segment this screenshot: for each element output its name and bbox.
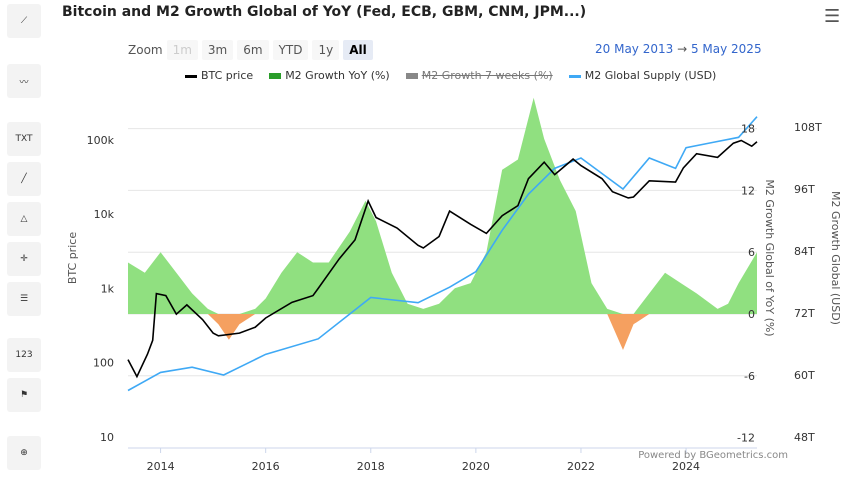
range-arrow: → bbox=[677, 42, 688, 56]
y-right-usd-tick-label: 72T bbox=[794, 307, 815, 320]
y-left-tick-label: 10k bbox=[94, 208, 115, 221]
y-right-usd-tick-label: 96T bbox=[794, 183, 815, 196]
range-from[interactable]: 20 May 2013 bbox=[595, 42, 674, 56]
y-right-usd-tick-label: 60T bbox=[794, 369, 815, 382]
zoom-1y-button[interactable]: 1y bbox=[312, 40, 340, 60]
y-right-usd-tick-label: 48T bbox=[794, 431, 815, 444]
zoom-selector: Zoom 1m 3m 6m YTD 1y All bbox=[128, 40, 373, 60]
y-left-tick-label: 100 bbox=[93, 357, 114, 370]
zoom-icon[interactable]: ⊕ bbox=[7, 436, 41, 470]
x-tick-label: 2016 bbox=[252, 460, 280, 473]
y-left-tick-label: 100k bbox=[87, 134, 115, 147]
y-right-pct-tick-label: 18 bbox=[741, 123, 755, 136]
y-right-usd-axis-title: M2 Growth Global (USD) bbox=[829, 191, 842, 325]
zoom-label: Zoom bbox=[128, 43, 163, 57]
text-annotation-icon[interactable]: TXT bbox=[7, 122, 41, 156]
x-tick-label: 2018 bbox=[357, 460, 385, 473]
fibonacci-icon[interactable]: △ bbox=[7, 202, 41, 236]
hamburger-menu-icon[interactable]: ☰ bbox=[824, 6, 841, 27]
m2-yoy-negative-area bbox=[128, 314, 757, 351]
legend-m2-yoy[interactable]: M2 Growth YoY (%) bbox=[269, 69, 390, 82]
legend-m2-7w[interactable]: M2 Growth 7 weeks (%) bbox=[405, 69, 553, 82]
y-left-axis-title: BTC price bbox=[66, 232, 79, 284]
y-right-pct-tick-label: -6 bbox=[744, 370, 755, 383]
y-right-pct-tick-label: -12 bbox=[737, 432, 755, 445]
zoom-3m-button[interactable]: 3m bbox=[201, 40, 234, 60]
y-right-pct-tick-label: 6 bbox=[748, 246, 755, 259]
zoom-ytd-button[interactable]: YTD bbox=[272, 40, 309, 60]
chart-title: Bitcoin and M2 Growth Global of YoY (Fed… bbox=[62, 4, 587, 20]
measure-icon[interactable]: ☰ bbox=[7, 282, 41, 316]
x-tick-label: 2014 bbox=[147, 460, 175, 473]
line-draw-icon[interactable]: ╱ bbox=[7, 162, 41, 196]
crosshair-icon[interactable]: ✛ bbox=[7, 242, 41, 276]
x-tick-label: 2024 bbox=[672, 460, 700, 473]
credit-link: Powered by BGeometrics.com bbox=[638, 450, 788, 461]
label-icon[interactable]: 123 bbox=[7, 338, 41, 372]
legend-m2-supply[interactable]: M2 Global Supply (USD) bbox=[568, 69, 716, 82]
m2-yoy-positive-area bbox=[128, 97, 757, 314]
zoom-6m-button[interactable]: 6m bbox=[237, 40, 269, 60]
flag-icon[interactable]: ⚑ bbox=[7, 378, 41, 412]
y-right-usd-tick-label: 84T bbox=[794, 245, 815, 258]
range-to[interactable]: 5 May 2025 bbox=[690, 42, 762, 56]
btc-price-line bbox=[127, 139, 758, 379]
line-chart-icon[interactable]: 〰 bbox=[7, 64, 41, 98]
indicator-icon[interactable]: ⟋ bbox=[7, 4, 41, 38]
legend-btc[interactable]: BTC price bbox=[185, 69, 253, 82]
legend: BTC price M2 Growth YoY (%) M2 Growth 7 … bbox=[185, 69, 716, 82]
y-right-usd-tick-label: 108T bbox=[794, 121, 822, 134]
date-range: 20 May 2013 → 5 May 2025 bbox=[595, 42, 762, 56]
zoom-1m-button[interactable]: 1m bbox=[166, 40, 198, 60]
y-left-tick-label: 1k bbox=[101, 282, 115, 295]
y-left-tick-label: 10 bbox=[100, 431, 114, 444]
y-right-pct-tick-label: 0 bbox=[748, 308, 755, 321]
m2-supply-line bbox=[127, 116, 758, 392]
zoom-all-button[interactable]: All bbox=[343, 40, 373, 60]
x-tick-label: 2022 bbox=[567, 460, 595, 473]
x-tick-label: 2020 bbox=[462, 460, 490, 473]
y-right-pct-tick-label: 12 bbox=[741, 184, 755, 197]
y-right-pct-axis-title: M2 Growth Global of YoY (%) bbox=[763, 179, 776, 336]
